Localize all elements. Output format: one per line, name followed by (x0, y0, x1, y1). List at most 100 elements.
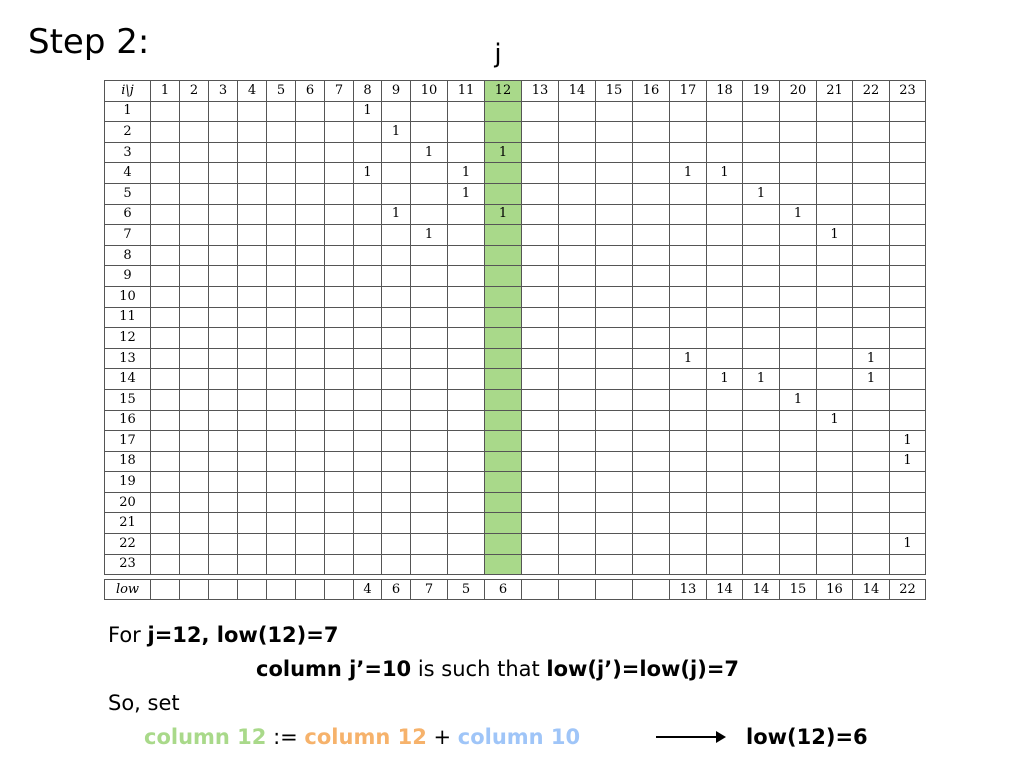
matrix-cell (150, 141, 180, 164)
matrix-cell (521, 162, 559, 184)
matrix-cell (410, 409, 448, 432)
matrix-cell (484, 182, 522, 205)
matrix-cell (595, 409, 633, 432)
matrix-cell (779, 347, 817, 370)
matrix-cell (852, 450, 890, 473)
matrix-row: 22 1 (104, 533, 926, 555)
matrix-cell (179, 409, 209, 432)
column-header: 3 (208, 80, 238, 102)
matrix-cell (447, 141, 485, 164)
matrix-cell (632, 203, 670, 226)
matrix-cell (381, 512, 411, 535)
matrix-cell (381, 388, 411, 411)
matrix-cell (353, 368, 382, 390)
matrix-cell (889, 471, 926, 493)
matrix-cell (179, 347, 209, 370)
matrix-cell (595, 512, 633, 535)
column-header: 4 (237, 80, 267, 102)
matrix-cell (521, 409, 559, 432)
matrix-cell (353, 347, 382, 370)
matrix-cell (779, 512, 817, 535)
matrix-row: 18 1 (104, 450, 926, 473)
low-value-cell: 14 (742, 579, 780, 600)
matrix-cell: 1 (889, 430, 926, 452)
matrix-header-row: i\j 1 2 3 4 5 6 7 8 9 10 11 12 13 14 15 16 17 18 19 20 21 22 23 (104, 80, 926, 102)
matrix-cell (266, 388, 296, 411)
caption-line-2-bold-1: column j’=10 (256, 657, 412, 681)
matrix-cell (742, 203, 780, 226)
matrix-cell (742, 121, 780, 143)
matrix-cell (484, 450, 522, 473)
matrix-cell (447, 265, 485, 287)
matrix-row: 6 1 1 1 (104, 203, 926, 226)
matrix-cell (381, 265, 411, 287)
matrix-cell (179, 388, 209, 411)
low-value-cell: 13 (669, 579, 707, 600)
matrix-cell (595, 327, 633, 349)
matrix-cell (706, 388, 743, 411)
row-header: 16 (104, 409, 151, 432)
matrix-cell (484, 553, 522, 576)
matrix-cell (816, 368, 853, 390)
matrix-cell (558, 347, 596, 370)
matrix-cell (381, 553, 411, 576)
matrix-cell (595, 244, 633, 267)
matrix-cell (324, 491, 354, 514)
matrix-cell (779, 430, 817, 452)
matrix-cell (521, 533, 559, 555)
column-header: 5 (266, 80, 296, 102)
matrix-cell (324, 471, 354, 493)
low-value-cell (632, 579, 670, 600)
matrix-cell (595, 491, 633, 514)
matrix-cell (632, 265, 670, 287)
matrix-cell (150, 244, 180, 267)
matrix-cell (521, 388, 559, 411)
matrix-cell (669, 430, 707, 452)
column-header: 17 (669, 80, 707, 102)
column-header: 9 (381, 80, 411, 102)
column-header: 15 (595, 80, 633, 102)
matrix-cell (521, 265, 559, 287)
matrix-cell (208, 409, 238, 432)
low-value-cell: 6 (484, 579, 522, 600)
matrix-cell (150, 162, 180, 184)
matrix-cell (295, 285, 325, 308)
matrix-cell: 1 (353, 100, 382, 123)
low-value-cell (521, 579, 559, 600)
matrix-cell (353, 182, 382, 205)
matrix-row: 23 (104, 553, 926, 576)
matrix-cell (150, 491, 180, 514)
matrix-cell (447, 430, 485, 452)
matrix-cell (816, 327, 853, 349)
matrix-cell (779, 306, 817, 329)
matrix-row: 19 (104, 471, 926, 493)
matrix-cell (381, 100, 411, 123)
matrix-cell (266, 244, 296, 267)
matrix-cell (410, 450, 448, 473)
low-row: low 4 6 7 5 6 13 14 14 15 16 14 22 (104, 579, 926, 600)
matrix-cell (208, 203, 238, 226)
matrix-cell (558, 203, 596, 226)
matrix-cell (889, 265, 926, 287)
matrix-cell (558, 327, 596, 349)
row-header: 17 (104, 430, 151, 452)
matrix-cell (324, 100, 354, 123)
column-header: 18 (706, 80, 743, 102)
matrix-cell (447, 409, 485, 432)
matrix-cell (742, 409, 780, 432)
matrix-cell (324, 512, 354, 535)
matrix-row: 8 (104, 244, 926, 267)
matrix-cell (706, 430, 743, 452)
matrix-cell (150, 430, 180, 452)
matrix-cell (632, 100, 670, 123)
matrix-cell: 1 (816, 409, 853, 432)
row-header: 22 (104, 533, 151, 555)
matrix-cell (521, 100, 559, 123)
matrix-cell (381, 491, 411, 514)
matrix-cell (295, 162, 325, 184)
matrix-cell (237, 100, 267, 123)
matrix-cell (324, 162, 354, 184)
matrix-cell (558, 224, 596, 246)
matrix-cell (484, 244, 522, 267)
matrix-cell (237, 306, 267, 329)
